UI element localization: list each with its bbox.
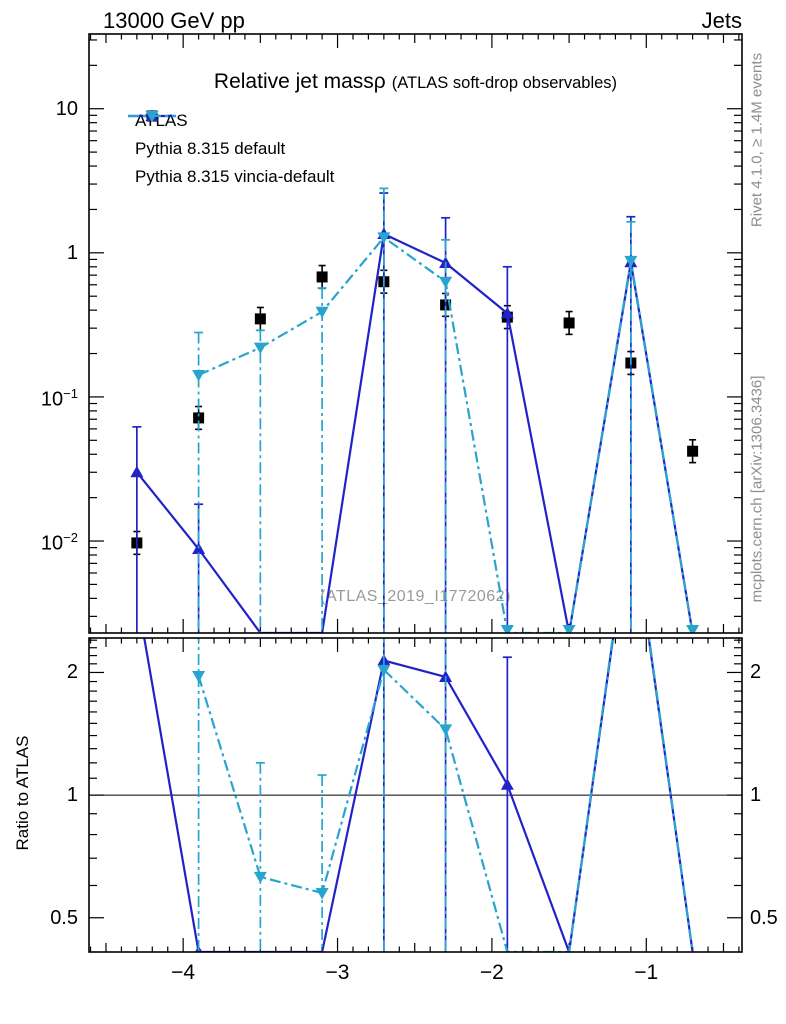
x-axis-tick-label: −2 (479, 961, 504, 984)
plot-title: Relative jet massρ (ATLAS soft-drop obser… (89, 70, 742, 94)
y-axis-tick-label: 10−2 (40, 530, 78, 555)
ratio-tick-label-right: 1 (750, 784, 762, 807)
legend-item-pythia-default: Pythia 8.315 default (126, 109, 334, 163)
y-axis-tick-label: 1 (66, 241, 78, 264)
beam-energy-label: 13000 GeV pp (103, 8, 245, 33)
legend: ATLAS Pythia 8.315 default Pythia 8.315 … (126, 107, 334, 191)
ratio-tick-label-right: 2 (750, 661, 762, 684)
plot-title-sub: (ATLAS soft-drop observables) (391, 74, 618, 92)
y-axis-tick-label: 10−1 (40, 385, 78, 411)
x-axis-tick-label: −4 (171, 961, 196, 984)
ratio-tick-label-left: 1 (66, 784, 78, 807)
legend-label-pythia-vincia: Pythia 8.315 vincia-default (135, 167, 335, 186)
pythia-vincia-marker-icon (128, 111, 176, 123)
plot-title-main: Relative jet massρ (213, 70, 386, 93)
legend-label-pythia-default: Pythia 8.315 default (135, 139, 286, 158)
legend-item-pythia-vincia: Pythia 8.315 vincia-default (126, 111, 335, 191)
y-axis-tick-label: 10 (55, 97, 78, 120)
analysis-id-watermark: (ATLAS_2019_I1772062) (320, 588, 511, 605)
ratio-tick-label-left: 2 (66, 661, 78, 684)
x-axis-tick-label: −3 (325, 961, 350, 984)
x-axis-tick-label: −1 (634, 961, 659, 984)
ratio-tick-label-right: 0.5 (750, 906, 778, 929)
analysis-group-label: Jets (701, 8, 742, 33)
ratio-tick-label-left: 0.5 (50, 906, 78, 929)
